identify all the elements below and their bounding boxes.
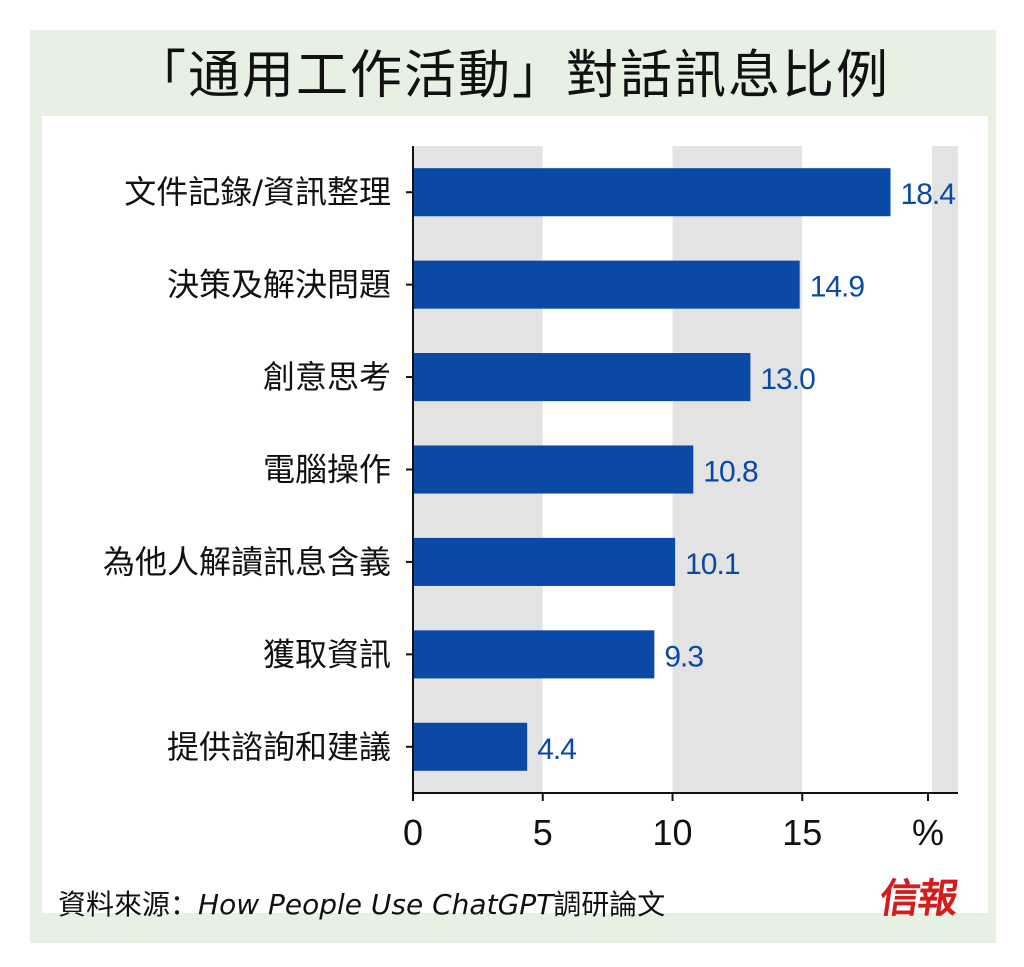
x-tick-label: 10 — [653, 812, 693, 853]
x-unit-label: % — [912, 812, 944, 853]
source-note: 資料來源：How People Use ChatGPT調研論文 — [58, 880, 665, 930]
category-label: 獲取資訊 — [263, 635, 391, 673]
background-band — [672, 146, 803, 793]
bar — [414, 630, 655, 679]
category-label: 創意思考 — [263, 358, 391, 396]
bar — [414, 445, 694, 494]
category-label: 提供諮詢和建議 — [167, 728, 391, 766]
category-label: 決策及解決問題 — [167, 266, 391, 304]
value-label: 10.8 — [703, 456, 758, 489]
bar — [414, 722, 528, 771]
value-label: 18.4 — [901, 178, 956, 211]
category-label: 文件記錄/資訊整理 — [124, 173, 391, 211]
background-band — [802, 146, 933, 793]
bar — [414, 168, 891, 217]
bar — [414, 353, 751, 402]
category-label: 電腦操作 — [263, 451, 391, 489]
x-tick-label: 0 — [403, 812, 423, 853]
value-label: 14.9 — [810, 271, 865, 304]
bar — [414, 260, 800, 309]
x-tick-label: 15 — [782, 812, 822, 853]
publisher-logo: 信報 — [876, 875, 960, 922]
value-label: 9.3 — [664, 640, 703, 673]
source-prefix: 資料來源： — [58, 888, 199, 921]
value-label: 10.1 — [685, 548, 740, 581]
bar — [414, 537, 676, 586]
source-suffix: 調研論文 — [553, 888, 666, 921]
x-tick-label: 5 — [533, 812, 553, 853]
category-label: 為他人解讀訊息含義 — [103, 543, 391, 581]
chart-title: 「通用工作活動」對話訊息比例 — [133, 46, 890, 106]
value-label: 13.0 — [760, 363, 815, 396]
source-publication: How People Use ChatGPT — [198, 888, 554, 921]
value-label: 4.4 — [537, 733, 576, 766]
background-band — [932, 146, 958, 793]
